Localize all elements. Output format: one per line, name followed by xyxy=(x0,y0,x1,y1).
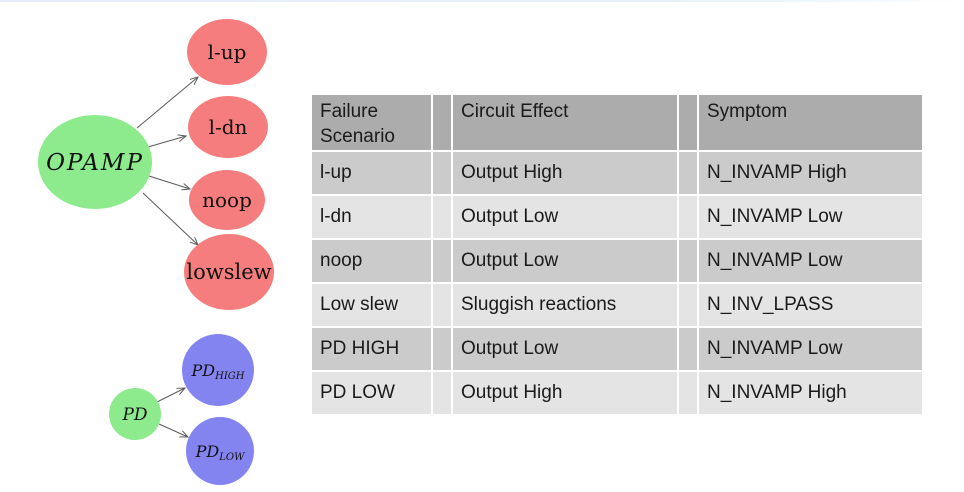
table-spacer-cell xyxy=(679,284,697,326)
table-cell-symptom: N_INV_LPASS xyxy=(699,284,922,326)
node-ldn xyxy=(188,96,268,158)
table-cell-failure-scenario: PD LOW xyxy=(312,372,431,414)
table-cell-circuit-effect: Output High xyxy=(453,372,677,414)
table-spacer-cell xyxy=(679,240,697,282)
node-noop xyxy=(189,170,265,230)
fault-tree-diagram: OPAMP l-up l-dn noop lowslew PD PDHIGH P… xyxy=(38,19,274,485)
table-spacer-cell xyxy=(679,372,697,414)
table-spacer-cell xyxy=(679,196,697,238)
table-cell-circuit-effect: Output High xyxy=(453,152,677,194)
table-spacer-cell xyxy=(679,328,697,370)
table-spacer-cell xyxy=(433,95,451,150)
table-cell-circuit-effect: Output Low xyxy=(453,240,677,282)
table-cell-failure-scenario: noop xyxy=(312,240,431,282)
table-cell-symptom: N_INVAMP Low xyxy=(699,196,922,238)
opamp-tree-edges xyxy=(136,77,198,245)
edge-pd-high xyxy=(156,388,185,403)
table-cell-symptom: N_INVAMP High xyxy=(699,152,922,194)
node-lup xyxy=(187,19,267,85)
node-ldn-label: l-dn xyxy=(209,115,248,139)
node-opamp-label: OPAMP xyxy=(46,150,144,176)
node-pd-high xyxy=(182,334,254,406)
pd-tree-edges xyxy=(156,388,188,437)
node-opamp xyxy=(38,115,152,209)
table-cell-failure-scenario: l-up xyxy=(312,152,431,194)
column-header-failure-scenario: Failure Scenario xyxy=(312,95,431,150)
node-lowslew xyxy=(184,234,274,310)
node-lup-label: l-up xyxy=(208,40,247,64)
edge-opamp-lowslew xyxy=(142,192,198,245)
node-pd-high-label: PDHIGH xyxy=(191,361,245,382)
node-lowslew-label: lowslew xyxy=(186,260,271,284)
table-cell-failure-scenario: l-dn xyxy=(312,196,431,238)
column-header-circuit-effect: Circuit Effect xyxy=(453,95,677,150)
table-spacer-cell xyxy=(433,152,451,194)
table-cell-failure-scenario: Low slew xyxy=(312,284,431,326)
node-pd-low xyxy=(186,417,254,485)
node-pd xyxy=(109,388,161,440)
table-spacer-cell xyxy=(433,372,451,414)
table-cell-symptom: N_INVAMP Low xyxy=(699,328,922,370)
edge-opamp-ldn xyxy=(147,136,186,148)
table-cell-circuit-effect: Sluggish reactions xyxy=(453,284,677,326)
node-pd-label: PD xyxy=(121,405,147,425)
table-cell-failure-scenario: PD HIGH xyxy=(312,328,431,370)
table-cell-symptom: N_INVAMP Low xyxy=(699,240,922,282)
table-spacer-cell xyxy=(679,152,697,194)
table-cell-circuit-effect: Output Low xyxy=(453,328,677,370)
table-cell-symptom: N_INVAMP High xyxy=(699,372,922,414)
edge-opamp-lup xyxy=(136,77,198,129)
failure-scenario-table: Failure Scenario Circuit Effect Symptom … xyxy=(312,95,922,414)
node-noop-label: noop xyxy=(202,188,252,212)
table-spacer-cell xyxy=(433,196,451,238)
table-spacer-cell xyxy=(433,240,451,282)
table-cell-circuit-effect: Output Low xyxy=(453,196,677,238)
column-header-symptom: Symptom xyxy=(699,95,922,150)
table-spacer-cell xyxy=(433,328,451,370)
node-pd-low-label: PDLOW xyxy=(195,442,245,463)
table-spacer-cell xyxy=(679,95,697,150)
table-spacer-cell xyxy=(433,284,451,326)
top-accent-strip xyxy=(0,0,964,2)
edge-opamp-noop xyxy=(148,175,190,189)
edge-pd-low xyxy=(158,423,188,437)
